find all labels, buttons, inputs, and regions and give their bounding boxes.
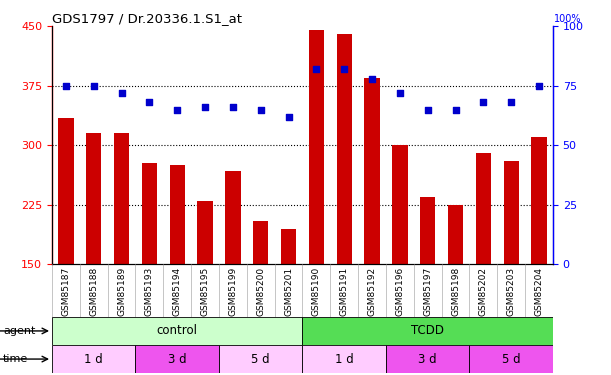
Point bbox=[61, 83, 71, 89]
Text: GSM85200: GSM85200 bbox=[256, 267, 265, 316]
Bar bbox=[52, 345, 136, 373]
Bar bbox=[448, 205, 463, 264]
Text: GSM85204: GSM85204 bbox=[535, 267, 544, 316]
Point bbox=[144, 99, 154, 105]
Bar bbox=[386, 345, 469, 373]
Point bbox=[339, 66, 349, 72]
Bar bbox=[532, 137, 547, 264]
Point bbox=[312, 66, 321, 72]
Text: GSM85191: GSM85191 bbox=[340, 267, 349, 316]
Point bbox=[89, 83, 98, 89]
Point bbox=[367, 76, 377, 82]
Text: TCDD: TCDD bbox=[411, 324, 444, 338]
Point bbox=[228, 104, 238, 110]
Text: GSM85192: GSM85192 bbox=[368, 267, 376, 316]
Point bbox=[256, 106, 266, 112]
Point bbox=[284, 114, 293, 120]
Text: time: time bbox=[3, 354, 28, 364]
Text: GSM85198: GSM85198 bbox=[451, 267, 460, 316]
Text: GSM85193: GSM85193 bbox=[145, 267, 154, 316]
Point bbox=[172, 106, 182, 112]
Text: GSM85187: GSM85187 bbox=[61, 267, 70, 316]
Text: GSM85202: GSM85202 bbox=[479, 267, 488, 316]
Bar bbox=[309, 30, 324, 264]
Text: control: control bbox=[156, 324, 198, 338]
Point bbox=[200, 104, 210, 110]
Text: 1 d: 1 d bbox=[335, 352, 354, 366]
Bar bbox=[86, 134, 101, 264]
Bar bbox=[142, 163, 157, 264]
Text: 5 d: 5 d bbox=[251, 352, 270, 366]
Bar bbox=[58, 117, 73, 264]
Bar bbox=[225, 171, 241, 264]
Bar bbox=[503, 161, 519, 264]
Bar bbox=[136, 345, 219, 373]
Bar bbox=[337, 34, 352, 264]
Point bbox=[451, 106, 461, 112]
Text: GSM85190: GSM85190 bbox=[312, 267, 321, 316]
Bar bbox=[281, 229, 296, 264]
Bar bbox=[114, 134, 129, 264]
Bar bbox=[392, 145, 408, 264]
Text: 5 d: 5 d bbox=[502, 352, 521, 366]
Bar bbox=[253, 221, 268, 264]
Point bbox=[507, 99, 516, 105]
Bar bbox=[197, 201, 213, 264]
Point bbox=[117, 90, 126, 96]
Text: GDS1797 / Dr.20336.1.S1_at: GDS1797 / Dr.20336.1.S1_at bbox=[52, 12, 242, 25]
Bar bbox=[219, 345, 302, 373]
Text: 3 d: 3 d bbox=[419, 352, 437, 366]
Point bbox=[395, 90, 404, 96]
Bar bbox=[476, 153, 491, 264]
Text: 1 d: 1 d bbox=[84, 352, 103, 366]
Bar bbox=[420, 197, 436, 264]
Bar bbox=[302, 345, 386, 373]
Point bbox=[478, 99, 488, 105]
Bar bbox=[469, 345, 553, 373]
Text: GSM85189: GSM85189 bbox=[117, 267, 126, 316]
Text: GSM85199: GSM85199 bbox=[229, 267, 237, 316]
Point bbox=[534, 83, 544, 89]
Text: GSM85188: GSM85188 bbox=[89, 267, 98, 316]
Text: GSM85194: GSM85194 bbox=[173, 267, 181, 316]
Text: GSM85203: GSM85203 bbox=[507, 267, 516, 316]
Bar bbox=[52, 317, 302, 345]
Text: 100%: 100% bbox=[554, 14, 582, 24]
Text: agent: agent bbox=[3, 326, 35, 336]
Bar bbox=[169, 165, 185, 264]
Bar bbox=[302, 317, 553, 345]
Text: GSM85201: GSM85201 bbox=[284, 267, 293, 316]
Text: GSM85195: GSM85195 bbox=[200, 267, 210, 316]
Text: GSM85196: GSM85196 bbox=[395, 267, 404, 316]
Text: GSM85197: GSM85197 bbox=[423, 267, 432, 316]
Bar bbox=[364, 78, 379, 264]
Point bbox=[423, 106, 433, 112]
Text: 3 d: 3 d bbox=[168, 352, 186, 366]
